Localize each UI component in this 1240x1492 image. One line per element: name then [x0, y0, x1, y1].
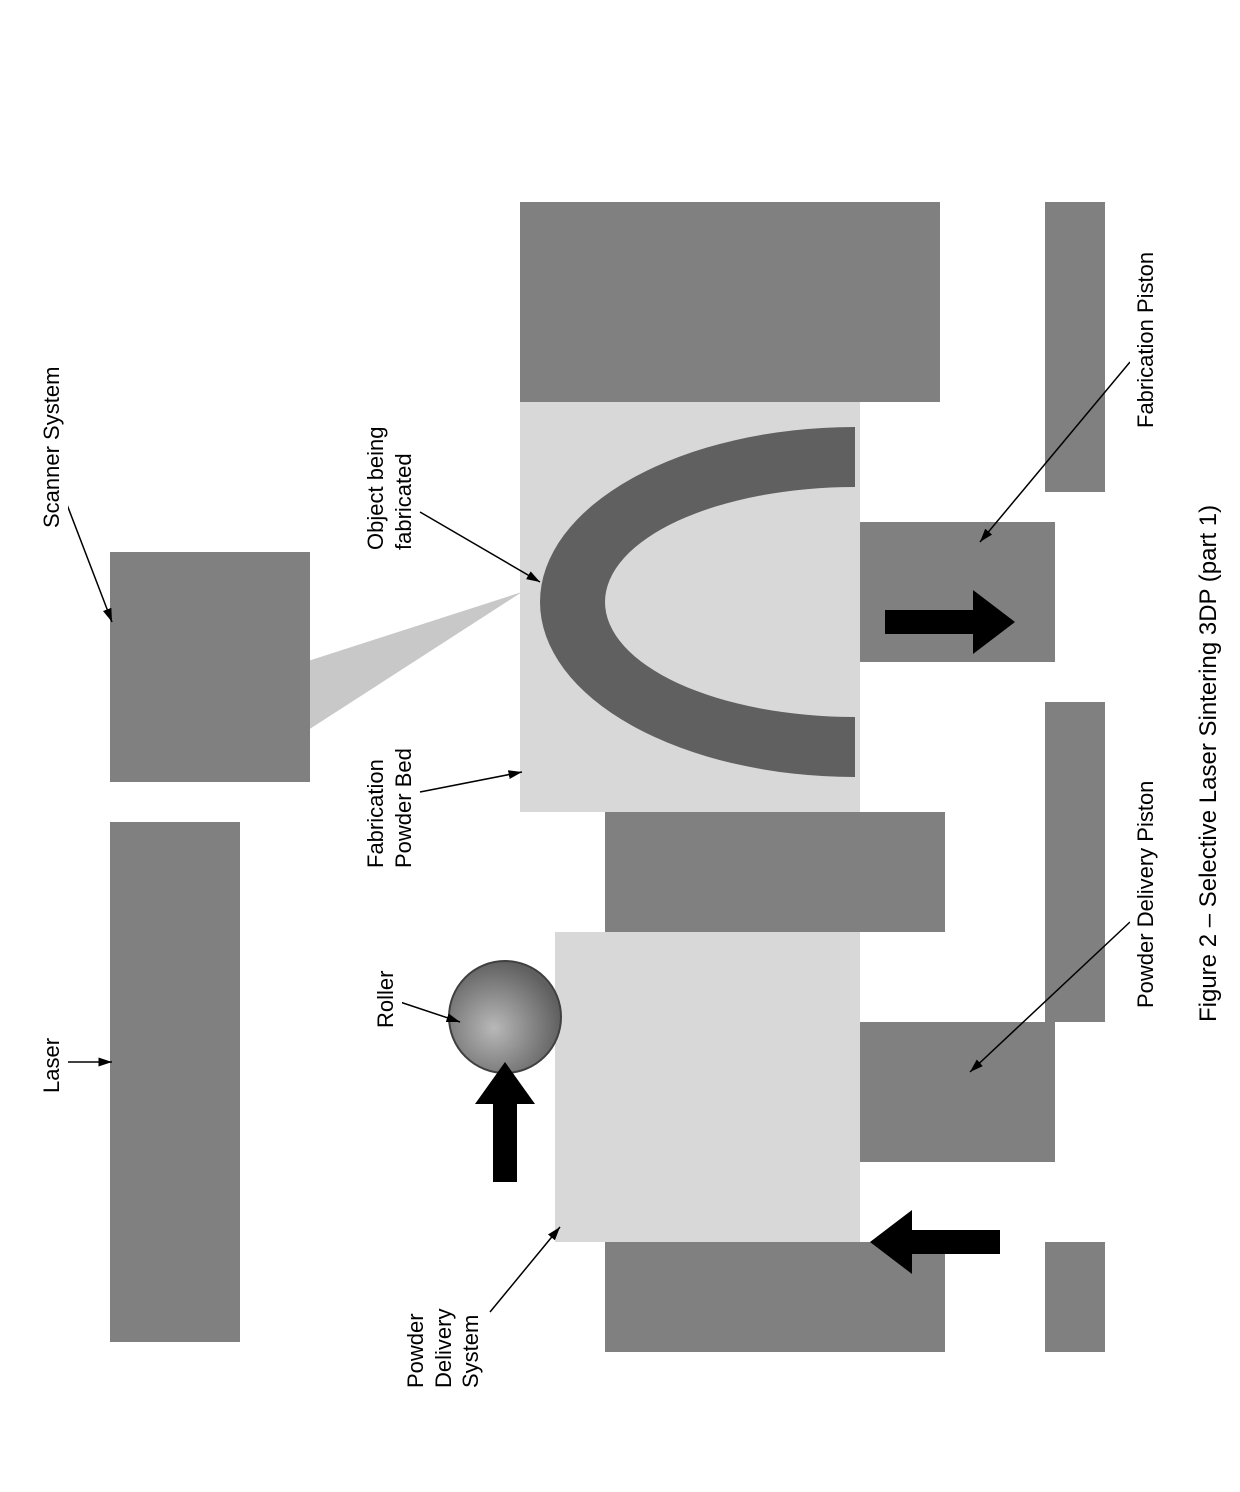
- label-roller: Roller: [370, 967, 402, 1032]
- label-line: Delivery: [431, 1309, 456, 1388]
- figure-caption: Figure 2 – Selective Laser Sintering 3DP…: [1195, 505, 1223, 1022]
- label-line: Powder Bed: [391, 748, 416, 868]
- sls-diagram: Laser Scanner System Roller Powder Deliv…: [0, 0, 1240, 1492]
- label-line: fabricated: [391, 453, 416, 550]
- label-fabrication-piston: Fabrication Piston: [1130, 248, 1162, 432]
- label-line: System: [458, 1315, 483, 1388]
- label-line: Powder: [403, 1313, 428, 1388]
- label-object-fabricated: Object being fabricated: [360, 422, 419, 554]
- label-fabrication-powder-bed: Fabrication Powder Bed: [360, 744, 419, 872]
- label-laser: Laser: [36, 1034, 68, 1097]
- label-scanner: Scanner System: [36, 363, 68, 532]
- label-powder-delivery-piston: Powder Delivery Piston: [1130, 777, 1162, 1012]
- label-powder-delivery-system: Powder Delivery System: [400, 1305, 487, 1392]
- pointers: [0, 0, 1240, 1492]
- label-line: Object being: [363, 426, 388, 550]
- label-line: Fabrication: [363, 759, 388, 868]
